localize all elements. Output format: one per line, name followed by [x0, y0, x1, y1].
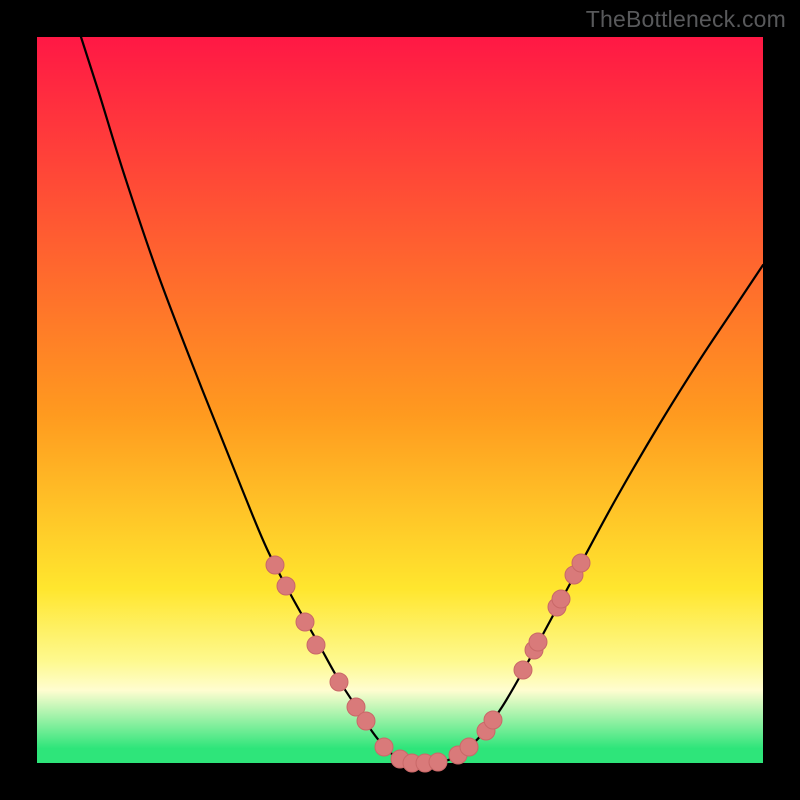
data-marker [484, 711, 502, 729]
data-marker [296, 613, 314, 631]
data-marker [572, 554, 590, 572]
marker-group [266, 554, 590, 772]
data-marker [514, 661, 532, 679]
data-marker [460, 738, 478, 756]
chart-frame: TheBottleneck.com [0, 0, 800, 800]
chart-svg [37, 37, 763, 763]
curve-left [81, 37, 412, 763]
data-marker [429, 753, 447, 771]
data-marker [552, 590, 570, 608]
data-marker [375, 738, 393, 756]
data-marker [307, 636, 325, 654]
data-marker [266, 556, 284, 574]
data-marker [529, 633, 547, 651]
watermark-text: TheBottleneck.com [586, 6, 786, 33]
data-marker [277, 577, 295, 595]
data-marker [357, 712, 375, 730]
data-marker [330, 673, 348, 691]
curve-right [412, 265, 763, 763]
